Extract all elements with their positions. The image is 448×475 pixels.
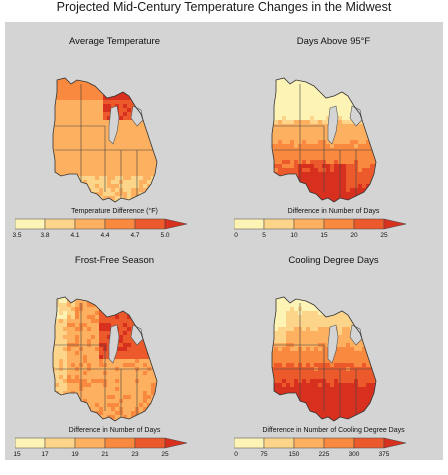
legend-tick-label: 20 xyxy=(350,232,358,239)
legend-tick-label: 150 xyxy=(288,451,300,458)
lake-michigan xyxy=(108,105,120,145)
legend-tick-label: 15 xyxy=(320,232,328,239)
legend-swatch xyxy=(323,218,355,230)
legend-tick-label: 3.8 xyxy=(40,232,50,239)
legend-swatch xyxy=(15,437,46,449)
legend-tick-label: 5 xyxy=(262,232,266,239)
legend-swatch xyxy=(353,218,385,230)
lake-huron xyxy=(130,324,144,346)
legend-tick-label: 25 xyxy=(161,451,169,458)
legend-tick-label: 19 xyxy=(71,451,79,458)
panel-title: Average Temperature xyxy=(68,36,160,47)
color-legend: 0 75 150 225 300 375 xyxy=(234,435,433,475)
legend-tick-label: 17 xyxy=(41,451,49,458)
legend-swatch xyxy=(293,437,325,449)
legend-label: Difference in Number of Days xyxy=(287,208,380,215)
legend-tick-label: 225 xyxy=(318,451,330,458)
legend-swatch xyxy=(353,437,385,449)
map-panel-avg: Average Temperature Temperature Differenc… xyxy=(5,22,224,241)
legend-arrow xyxy=(164,437,188,449)
legend-arrow xyxy=(383,218,407,230)
panel-title: Frost-Free Season xyxy=(74,255,155,266)
midwest-map xyxy=(271,77,377,203)
lake-huron xyxy=(349,105,363,127)
region-outline xyxy=(52,296,158,422)
legend-swatch xyxy=(134,437,166,449)
color-legend: 15 17 19 21 23 25 xyxy=(13,435,214,475)
legend-swatch xyxy=(234,437,265,449)
legend-swatch xyxy=(104,218,136,230)
legend-swatch xyxy=(234,218,265,230)
map-panel-cool: Cooling Degree Days Difference in Number … xyxy=(224,241,443,460)
region-outline xyxy=(271,296,377,422)
panel-title: Cooling Degree Days xyxy=(288,255,379,266)
legend-tick-label: 4.1 xyxy=(70,232,80,239)
legend-swatch xyxy=(323,437,355,449)
map-panel-frost: Frost-Free Season Difference in Number of… xyxy=(5,241,224,460)
legend-swatch xyxy=(263,218,295,230)
legend-tick-label: 23 xyxy=(131,451,139,458)
color-legend: 3.5 3.8 4.1 4.4 4.7 5.0 xyxy=(12,216,214,256)
lake-michigan xyxy=(327,105,339,145)
legend-tick-label: 10 xyxy=(290,232,298,239)
legend-swatch xyxy=(293,218,325,230)
region-outline xyxy=(52,77,158,203)
lake-michigan xyxy=(327,324,339,364)
legend-tick-label: 25 xyxy=(380,232,388,239)
legend-tick-label: 4.7 xyxy=(130,232,140,239)
legend-tick-label: 375 xyxy=(378,451,390,458)
map-panel-hot: Days Above 95°F Difference in Number of D… xyxy=(224,22,443,241)
legend-label: Temperature Difference (°F) xyxy=(71,208,158,215)
legend-tick-label: 0 xyxy=(234,451,238,458)
legend-swatch xyxy=(263,437,295,449)
midwest-map xyxy=(52,296,158,422)
legend-tick-label: 75 xyxy=(260,451,268,458)
legend-arrow xyxy=(383,437,407,449)
legend-swatch xyxy=(15,218,46,230)
panel-title: Days Above 95°F xyxy=(296,36,371,47)
midwest-map xyxy=(271,296,377,422)
legend-swatch xyxy=(44,218,76,230)
legend-tick-label: 15 xyxy=(13,451,21,458)
lake-michigan xyxy=(108,324,120,364)
region-outline xyxy=(271,77,377,203)
legend-label: Difference in Number of Days xyxy=(68,427,161,434)
color-legend: 0 5 10 15 20 25 xyxy=(234,216,433,256)
legend-tick-label: 300 xyxy=(348,451,360,458)
legend-arrow xyxy=(164,218,188,230)
lake-huron xyxy=(349,324,363,346)
legend-swatch xyxy=(44,437,76,449)
legend-tick-label: 4.4 xyxy=(100,232,110,239)
legend-tick-label: 0 xyxy=(234,232,238,239)
legend-label: Difference in Number of Cooling Degree D… xyxy=(262,427,405,434)
legend-swatch xyxy=(134,218,166,230)
lake-huron xyxy=(130,105,144,127)
midwest-map xyxy=(52,77,158,203)
legend-swatch xyxy=(104,437,136,449)
legend-tick-label: 5.0 xyxy=(160,232,170,239)
figure-title: Projected Mid-Century Temperature Change… xyxy=(56,0,392,14)
legend-tick-label: 3.5 xyxy=(12,232,22,239)
legend-tick-label: 21 xyxy=(101,451,109,458)
legend-swatch xyxy=(74,218,106,230)
legend-swatch xyxy=(74,437,106,449)
